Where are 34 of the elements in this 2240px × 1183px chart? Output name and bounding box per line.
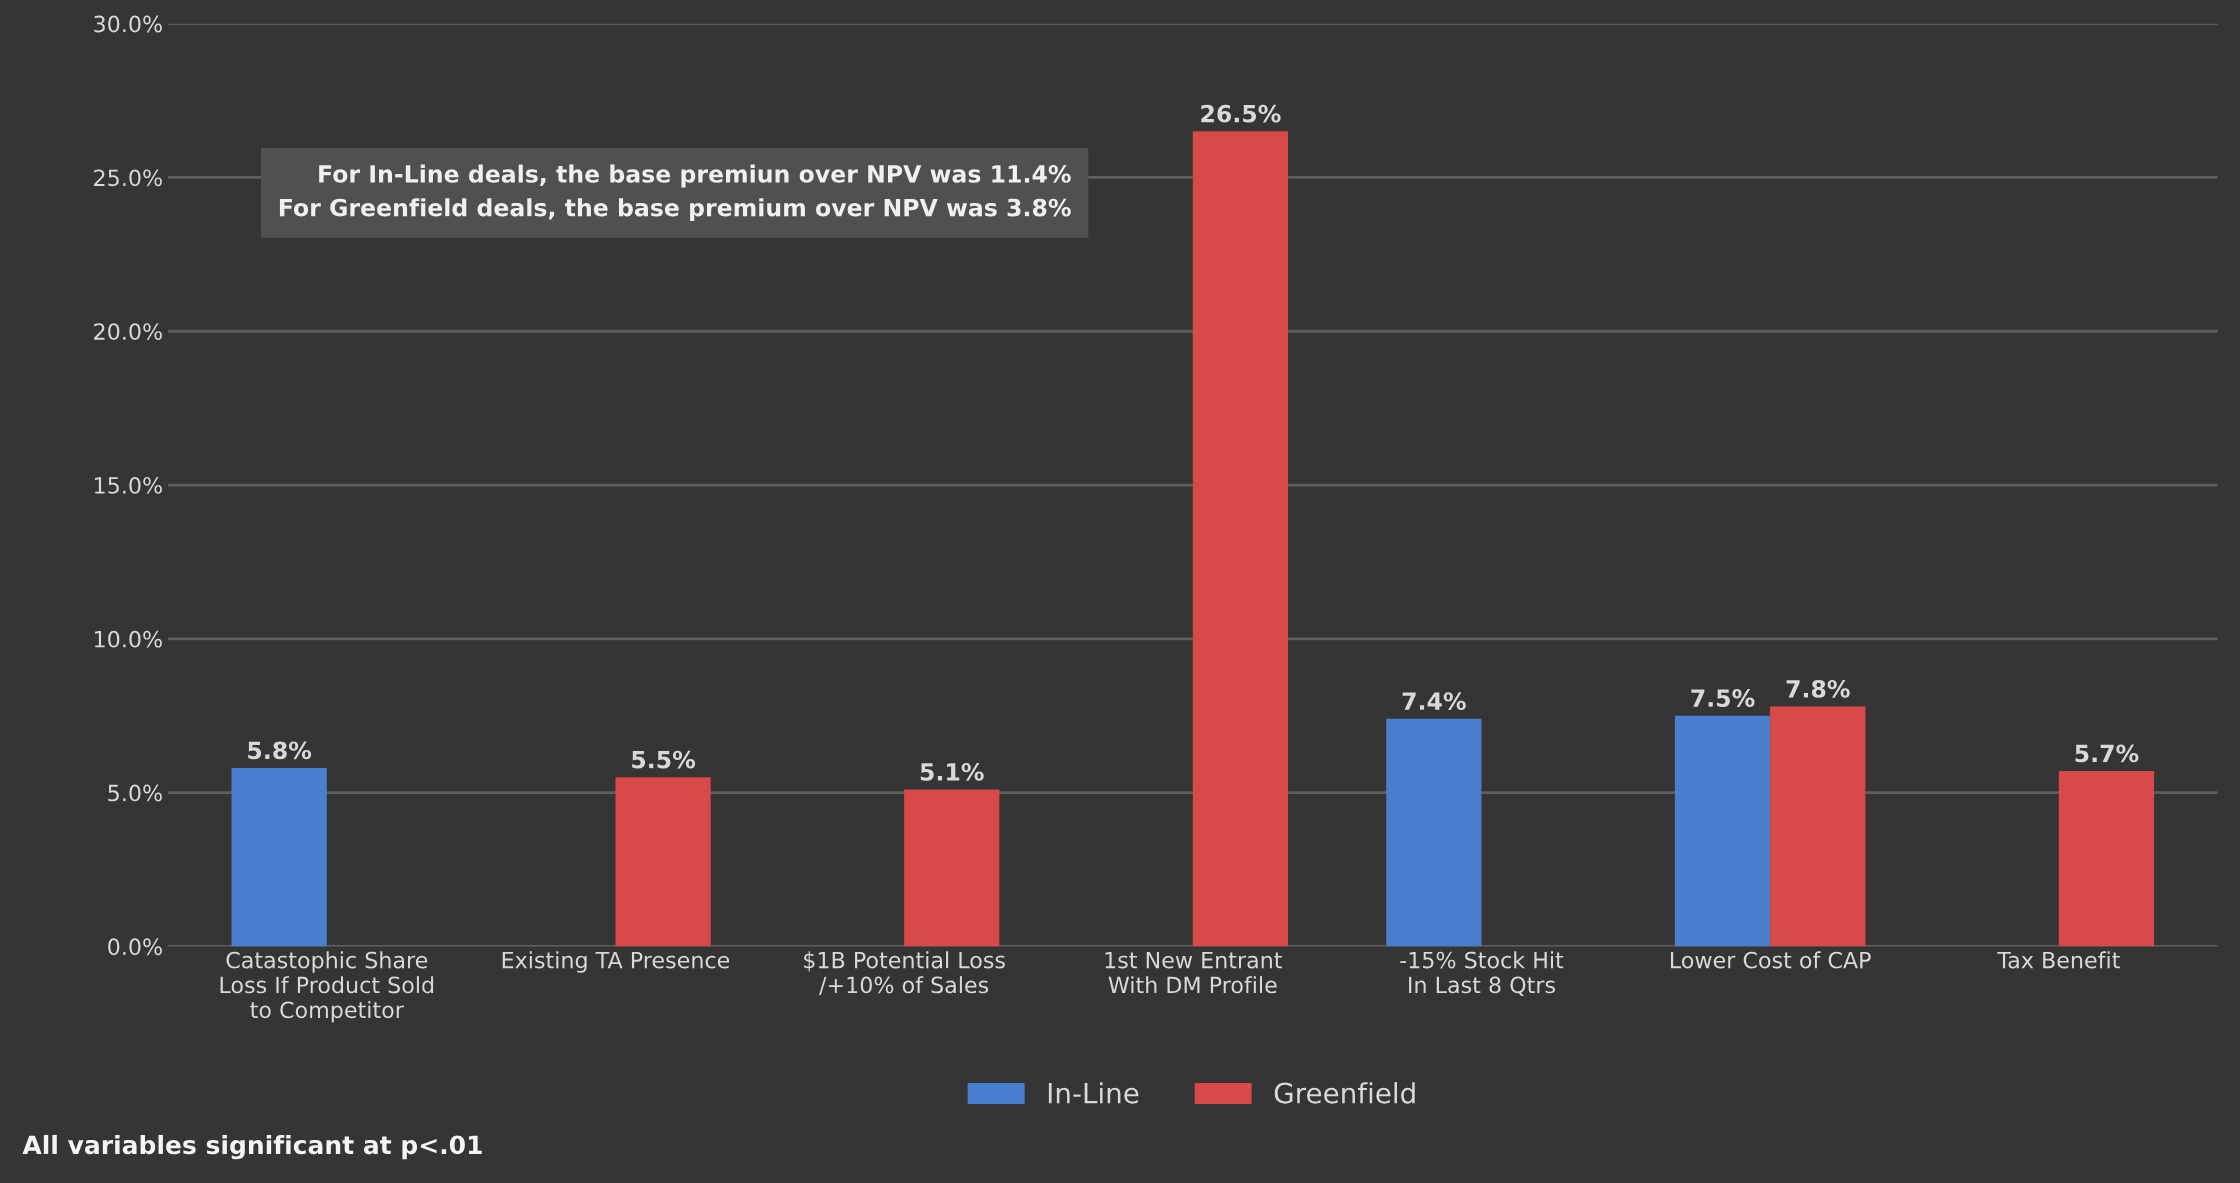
- bar: [2058, 771, 2155, 947]
- bar: [1770, 706, 1866, 947]
- data-label: 5.8%: [248, 741, 312, 760]
- bar: [231, 768, 327, 947]
- y-tick-label: 10.0%: [94, 630, 162, 648]
- bar: [615, 777, 711, 947]
- data-label: 7.5%: [1691, 689, 1755, 707]
- data-label: 5.7%: [2075, 744, 2139, 763]
- data-label: 7.4%: [1402, 692, 1466, 711]
- x-tick-label: Existing TA Presence: [502, 951, 730, 973]
- x-tick-label: -15% Stock Hit In Last 8 Qtrs: [1400, 951, 1564, 996]
- x-tick-label: Lower Cost of CAP: [1670, 951, 1871, 969]
- y-tick-label: 0.0%: [108, 938, 162, 956]
- x-tick-label: Tax Benefit: [1997, 951, 2120, 969]
- x-tick-label: 1st New Entrant With DM Profile: [1105, 951, 1282, 994]
- data-label: 26.5%: [1201, 104, 1281, 123]
- bar: [1386, 718, 1482, 947]
- y-tick-label: 30.0%: [94, 15, 162, 33]
- legend-label: Greenfield: [1274, 1082, 1415, 1104]
- annotation: For In-Line deals, the base premiun over NPV was 11.4% For Greenfield deals, the base premium over NPV was 3.8%: [279, 164, 1071, 222]
- bar: [1674, 715, 1771, 947]
- data-label: 5.1%: [920, 762, 984, 781]
- y-tick-label: 15.0%: [94, 476, 162, 494]
- y-tick-label: 20.0%: [94, 323, 162, 340]
- x-tick-label: Catastophic Share Loss If Product Sold to Competitor: [220, 951, 434, 1023]
- text: All variables significant at p<.01: [22, 1134, 482, 1160]
- data-label: 7.8%: [1786, 679, 1850, 698]
- legend-label: In-Line: [1048, 1082, 1139, 1104]
- y-tick-label: 5.0%: [108, 784, 162, 802]
- bar: [1192, 131, 1289, 947]
- bar: [904, 789, 1000, 947]
- y-tick-label: 25.0%: [94, 169, 162, 187]
- x-tick-label: $1B Potential Loss /+10% of Sales: [804, 951, 1005, 996]
- data-label: 5.5%: [632, 750, 696, 769]
